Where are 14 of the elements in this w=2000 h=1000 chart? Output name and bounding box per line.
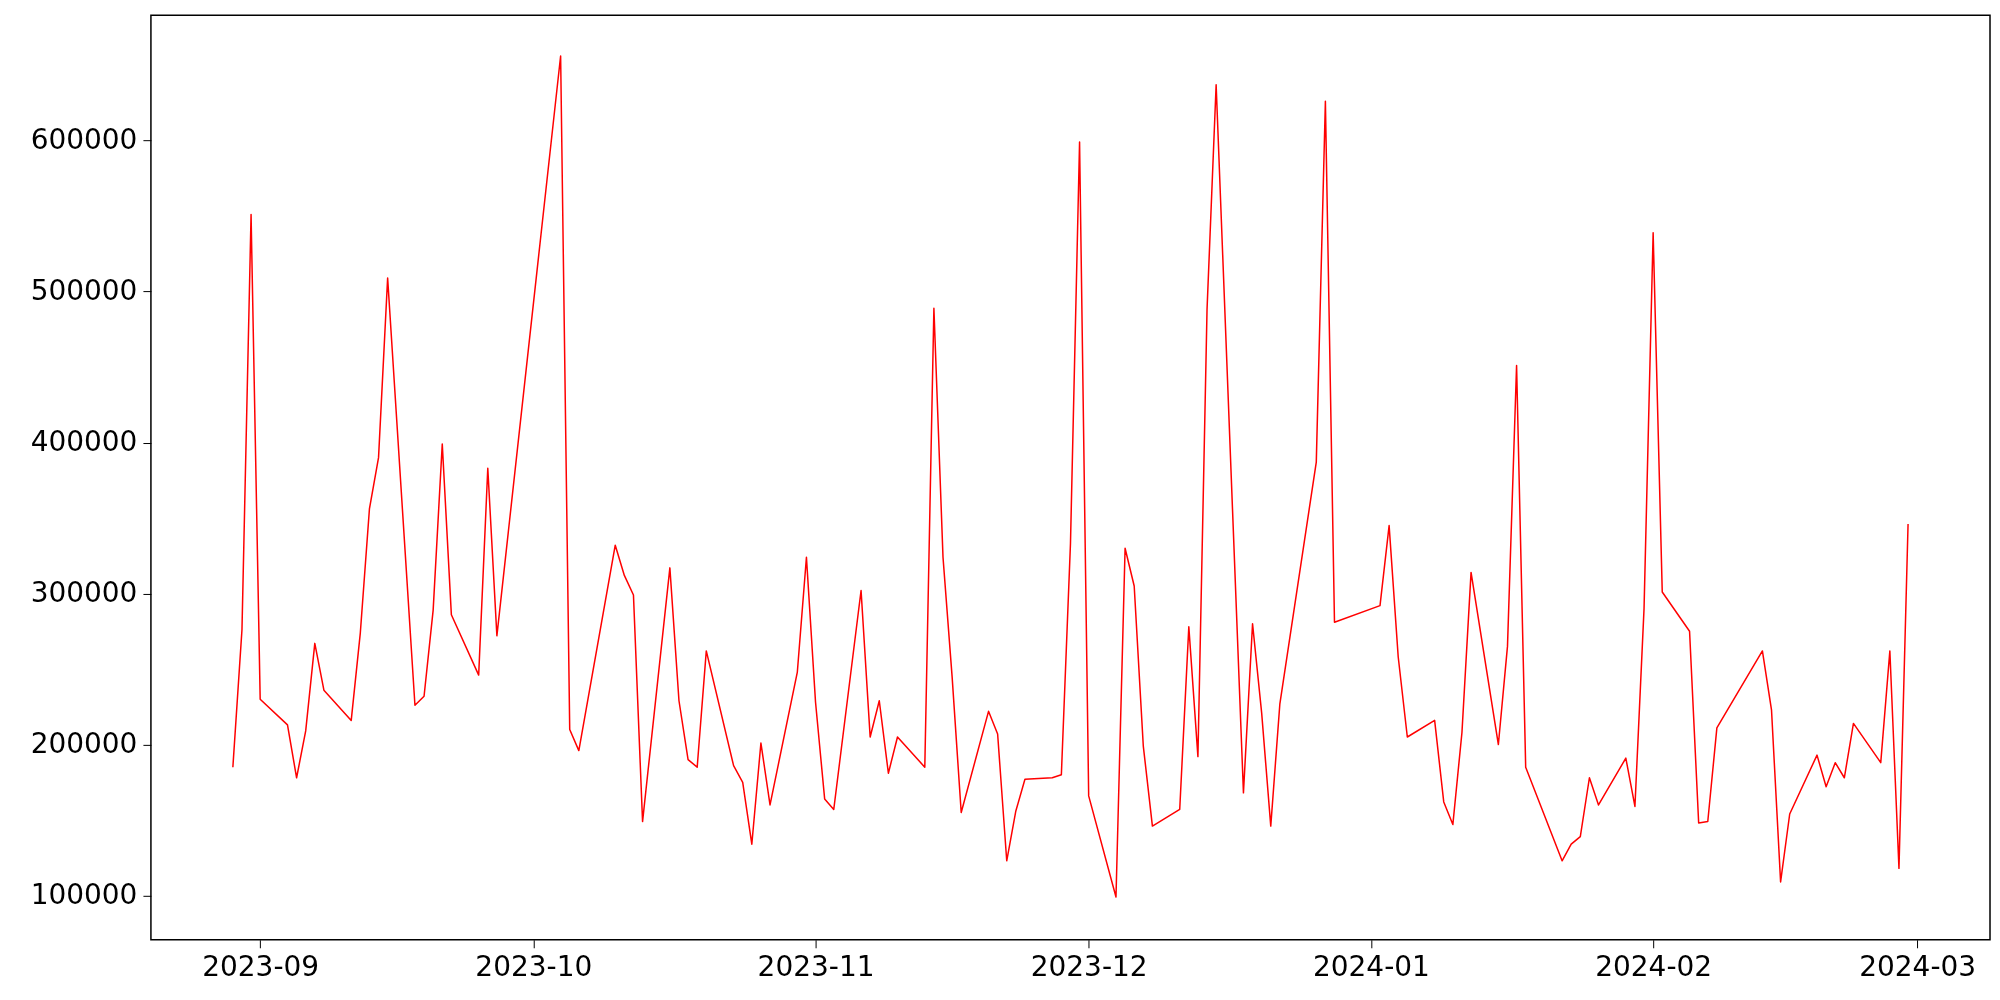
y-tick-label: 600000 — [30, 123, 138, 157]
y-tick-label: 300000 — [30, 576, 138, 610]
x-tick-label: 2024-01 — [1312, 950, 1430, 984]
y-tick-label: 200000 — [30, 727, 138, 761]
line-series — [232, 55, 1909, 898]
x-tick-label: 2024-03 — [1859, 950, 1977, 984]
y-tick-label: 500000 — [30, 274, 138, 308]
x-tick-label: 2023-09 — [202, 950, 320, 984]
x-tick-label: 2023-11 — [757, 950, 875, 984]
x-tick-label: 2023-10 — [475, 950, 593, 984]
x-tick-label: 2024-02 — [1595, 950, 1713, 984]
y-tick-label: 100000 — [30, 878, 138, 912]
y-tick-label: 400000 — [30, 425, 138, 459]
x-tick-label: 2023-12 — [1030, 950, 1148, 984]
